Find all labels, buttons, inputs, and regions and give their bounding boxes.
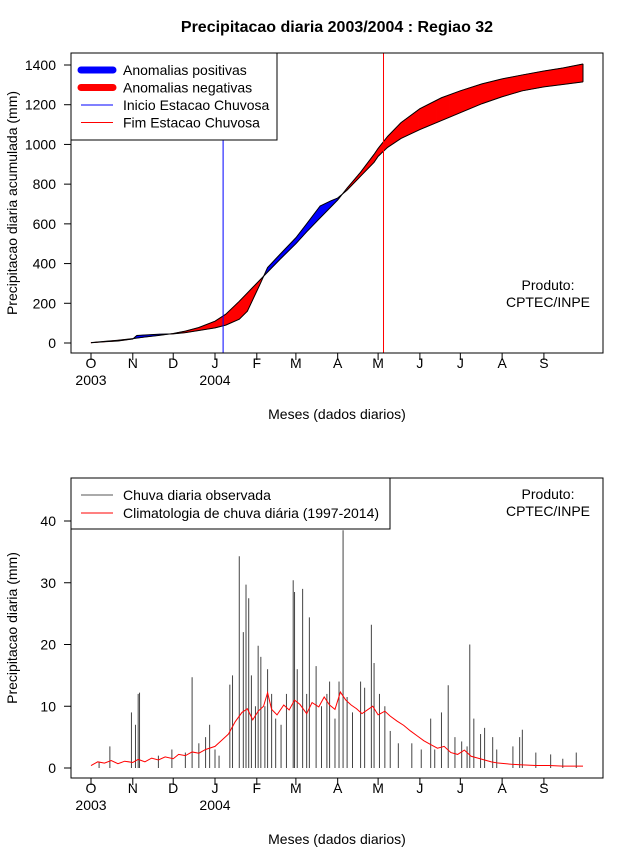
x-tick-label: M [372,355,384,371]
x-tick-label: J [457,355,464,371]
legend-label: Inicio Estacao Chuvosa [123,97,270,113]
legend: Chuva diaria observada Climatologia de ch… [70,477,391,530]
year-label: 2004 [199,797,230,813]
x-tick-label: J [212,355,219,371]
x-tick-label: O [86,780,97,796]
x-axis-label: Meses (dados diarios) [268,831,406,847]
axes: 0 10 20 30 40 O N D J F M A M J J A S 2003 2004 [40,513,548,813]
observed-accumulated-line [90,81,584,344]
legend-label: Climatologia de chuva diária (1997-2014) [123,505,379,521]
y-tick-label: 1400 [25,57,56,73]
y-tick-label: 800 [33,176,57,192]
x-tick-label: J [416,780,423,796]
x-tick-label: A [333,355,343,371]
accumulation-lines [90,63,584,344]
x-tick-label: O [86,355,97,371]
x-tick-label: M [290,355,302,371]
x-tick-label: S [539,780,548,796]
x-tick-label: N [128,780,138,796]
climatology-daily-line [90,690,583,767]
x-tick-label: J [416,355,423,371]
y-tick-label: 1000 [25,136,56,152]
accumulated-precipitation-panel: 0 200 400 600 800 1000 1200 1400 O N D J F M A M J J A S 200… [4,52,604,422]
y-axis-label: Precipitacao diaria (mm) [4,552,20,704]
x-tick-label: M [290,780,302,796]
x-tick-label: A [333,780,343,796]
year-label: 2003 [75,372,106,388]
y-tick-label: 30 [40,575,56,591]
observed-bars [98,530,577,768]
x-tick-label: J [212,780,219,796]
annotation-line-2: CPTEC/INPE [506,294,590,310]
legend-box [70,477,391,530]
daily-precipitation-panel: 0 10 20 30 40 O N D J F M A M J J A S 2003 2004 Precipitac… [4,477,604,847]
x-tick-label: J [457,780,464,796]
x-tick-label: A [497,355,507,371]
figure-title: Precipitacao diaria 2003/2004 : Regiao 3… [181,19,493,36]
annotation-line-1: Produto: [522,486,575,502]
legend-label: Anomalias positivas [123,62,247,78]
y-tick-label: 20 [40,637,56,653]
x-tick-label: F [253,355,262,371]
legend: Anomalias positivas Anomalias negativasIn… [70,52,278,141]
x-tick-label: D [168,355,178,371]
climatology-line-group [90,690,583,767]
annotation-line-2: CPTEC/INPE [506,503,590,519]
x-tick-label: N [128,355,138,371]
y-tick-label: 600 [33,216,57,232]
y-tick-label: 400 [33,256,57,272]
legend-label: Fim Estacao Chuvosa [123,115,260,131]
y-tick-label: 0 [48,760,56,776]
y-tick-label: 40 [40,513,56,529]
year-label: 2003 [75,797,106,813]
x-tick-label: M [372,780,384,796]
x-tick-label: D [168,780,178,796]
x-axis-label: Meses (dados diarios) [268,406,406,422]
x-tick-label: F [253,780,262,796]
y-tick-label: 200 [33,295,57,311]
y-tick-label: 1200 [25,97,56,113]
legend-label: Chuva diaria observada [123,487,271,503]
legend-label: Anomalias negativas [123,80,252,96]
year-label: 2004 [199,372,230,388]
y-tick-label: 10 [40,698,56,714]
y-tick-label: 0 [48,335,56,351]
x-tick-label: S [539,355,548,371]
annotation-line-1: Produto: [522,277,575,293]
y-axis-label: Precipitacao diaria acumulada (mm) [4,91,20,315]
x-tick-label: A [497,780,507,796]
